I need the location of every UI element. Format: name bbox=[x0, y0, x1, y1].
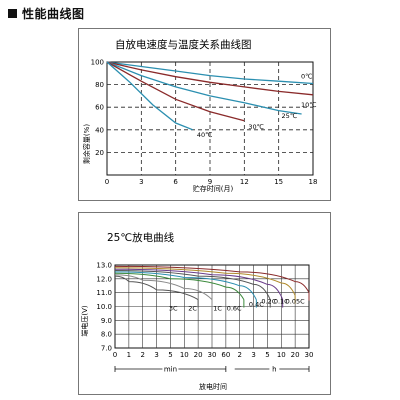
chart2-discharge-curve bbox=[114, 270, 271, 300]
chart2-x-tick-label: 20 bbox=[291, 351, 300, 359]
chart2-x-tick-label: 20 bbox=[194, 351, 203, 359]
chart2-title: 25℃放电曲线 bbox=[107, 231, 175, 244]
chart1-ylabel: 剩余容量(%) bbox=[82, 124, 91, 164]
chart1-series-line bbox=[106, 61, 302, 115]
chart1-series-line bbox=[106, 61, 314, 96]
chart1-y-tick-label: 80 bbox=[95, 81, 104, 89]
chart1-series-line bbox=[106, 61, 314, 85]
chart1-x-tick-label: 18 bbox=[309, 178, 318, 186]
chart2-discharge-curve bbox=[114, 265, 310, 293]
chart2-x-tick-label: 10 bbox=[277, 351, 286, 359]
section-header: 性能曲线图 bbox=[8, 4, 85, 22]
chart2-y-tick-label: 7.0 bbox=[101, 345, 112, 353]
chart2-x-tick-label: 5 bbox=[168, 351, 172, 359]
chart2-x-tick-label: 2 bbox=[237, 351, 241, 359]
chart2-rate-label: 0.05C bbox=[286, 298, 305, 306]
section-title: 性能曲线图 bbox=[22, 6, 85, 21]
chart2-discharge-curve bbox=[114, 268, 284, 300]
chart1-series-line bbox=[106, 61, 245, 122]
chart2-x-tick-label: 30 bbox=[208, 351, 217, 359]
chart2-min-label-bg bbox=[162, 364, 179, 373]
chart1-series-label: 40℃ bbox=[197, 131, 213, 139]
chart1-series-label: 25℃ bbox=[282, 112, 298, 120]
chart2-x-tick-label: 3 bbox=[251, 351, 255, 359]
chart2-xlabel: 放电时间 bbox=[199, 382, 227, 391]
discharge-curve-panel: 25℃放电曲线 端电压(V) 放电时间 0 1 2 3 5 10 20 30 60 2 3 5 10 20… bbox=[78, 212, 331, 395]
chart2-x-tick-label: 2 bbox=[140, 351, 144, 359]
chart2-y-tick-label: 13.0 bbox=[96, 262, 112, 270]
chart1-y-tick-label: 60 bbox=[95, 104, 104, 112]
chart2-discharge-curve bbox=[114, 272, 245, 300]
chart2-y-tick-label: 11.0 bbox=[96, 289, 112, 297]
chart2-y-tick-label: 12.0 bbox=[96, 275, 112, 283]
chart1-y-tick-label: 100 bbox=[91, 59, 104, 67]
chart2-h-label-bg bbox=[269, 364, 280, 373]
chart1-title: 自放电速度与温度关系曲线图 bbox=[115, 38, 252, 51]
chart2-rate-label: 0.2C bbox=[261, 298, 276, 306]
chart2-x-tick-label: 60 bbox=[221, 351, 230, 359]
chart2-x-tick-label: 0 bbox=[113, 351, 117, 359]
chart1-x-tick-label: 6 bbox=[173, 178, 178, 186]
chart1-x-tick-label: 15 bbox=[274, 178, 283, 186]
self-discharge-chart: 自放电速度与温度关系曲线图 剩余容量(%) 贮存时间(月) 0 3 6 9 12 15 18… bbox=[82, 38, 318, 193]
chart2-rate-label: 0.6C bbox=[227, 305, 242, 313]
chart2-h-unit-label: h bbox=[272, 366, 276, 374]
chart1-x-tick-label: 9 bbox=[208, 178, 212, 186]
chart2-x-tick-label: 1 bbox=[127, 351, 131, 359]
chart2-rate-label: 3C bbox=[169, 305, 178, 313]
self-discharge-chart-panel: 自放电速度与温度关系曲线图 剩余容量(%) 贮存时间(月) 0 3 6 9 12 15 18… bbox=[78, 28, 331, 201]
chart2-x-tick-label: 3 bbox=[154, 351, 158, 359]
chart1-y-tick-label: 40 bbox=[95, 126, 104, 134]
chart2-y-tick-label: 8.0 bbox=[101, 331, 112, 339]
chart1-x-tick-label: 3 bbox=[139, 178, 143, 186]
chart2-rate-label: 2C bbox=[188, 305, 197, 313]
chart1-x-tick-label: 12 bbox=[240, 178, 249, 186]
chart1-series-label: 10℃ bbox=[301, 101, 317, 109]
chart1-xlabel: 贮存时间(月) bbox=[193, 184, 234, 193]
chart2-discharge-curve bbox=[114, 271, 257, 300]
chart2-discharge-curve bbox=[114, 267, 296, 296]
chart1-series-line bbox=[106, 61, 194, 131]
chart1-series-label: 0℃ bbox=[301, 72, 312, 80]
chart2-discharge-curve bbox=[114, 274, 213, 300]
chart2-x-tick-label: 5 bbox=[265, 351, 269, 359]
square-bullet-icon bbox=[8, 8, 17, 18]
chart2-rate-label: 0.4C bbox=[249, 301, 264, 309]
chart1-y-tick-label: 20 bbox=[95, 149, 104, 157]
chart2-y-tick-label: 9.0 bbox=[101, 317, 112, 325]
chart1-x-tick-label: 0 bbox=[105, 178, 109, 186]
chart2-x-tick-label: 30 bbox=[305, 351, 314, 359]
chart2-ylabel: 端电压(V) bbox=[80, 305, 89, 337]
chart2-y-tick-label: 10.0 bbox=[96, 303, 112, 311]
chart1-series-label: 30℃ bbox=[248, 123, 264, 131]
chart2-discharge-curve bbox=[114, 275, 199, 301]
chart2-rate-label: 0.1C bbox=[274, 298, 289, 306]
chart2-x-tick-label: 10 bbox=[180, 351, 189, 359]
chart2-min-unit-label: min bbox=[164, 366, 177, 374]
chart2-rate-label: 1C bbox=[213, 305, 222, 313]
discharge-curve-chart: 25℃放电曲线 端电压(V) 放电时间 0 1 2 3 5 10 20 30 60 2 3 5 10 20… bbox=[80, 231, 314, 391]
